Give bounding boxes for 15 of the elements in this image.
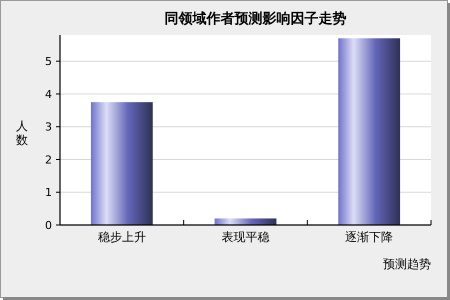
y-tick-label: 4 xyxy=(45,88,52,101)
x-tick-label: 稳步上升 xyxy=(98,230,146,244)
y-tick-label: 1 xyxy=(45,186,52,200)
bar xyxy=(214,218,276,225)
x-axis-title: 预测趋势 xyxy=(383,257,431,271)
x-tick-label: 表现平稳 xyxy=(222,230,270,244)
x-tick-label: 逐渐下降 xyxy=(345,230,394,244)
bar xyxy=(90,102,153,225)
chart-title: 同领域作者预测影响因子走势 xyxy=(164,11,346,27)
y-tick-label: 5 xyxy=(45,55,52,68)
y-axis-title: 人数 xyxy=(16,119,28,147)
y-tick-label: 0 xyxy=(45,219,52,232)
y-tick-label: 3 xyxy=(45,120,52,134)
bar xyxy=(338,38,400,225)
y-tick-label: 2 xyxy=(45,153,52,166)
